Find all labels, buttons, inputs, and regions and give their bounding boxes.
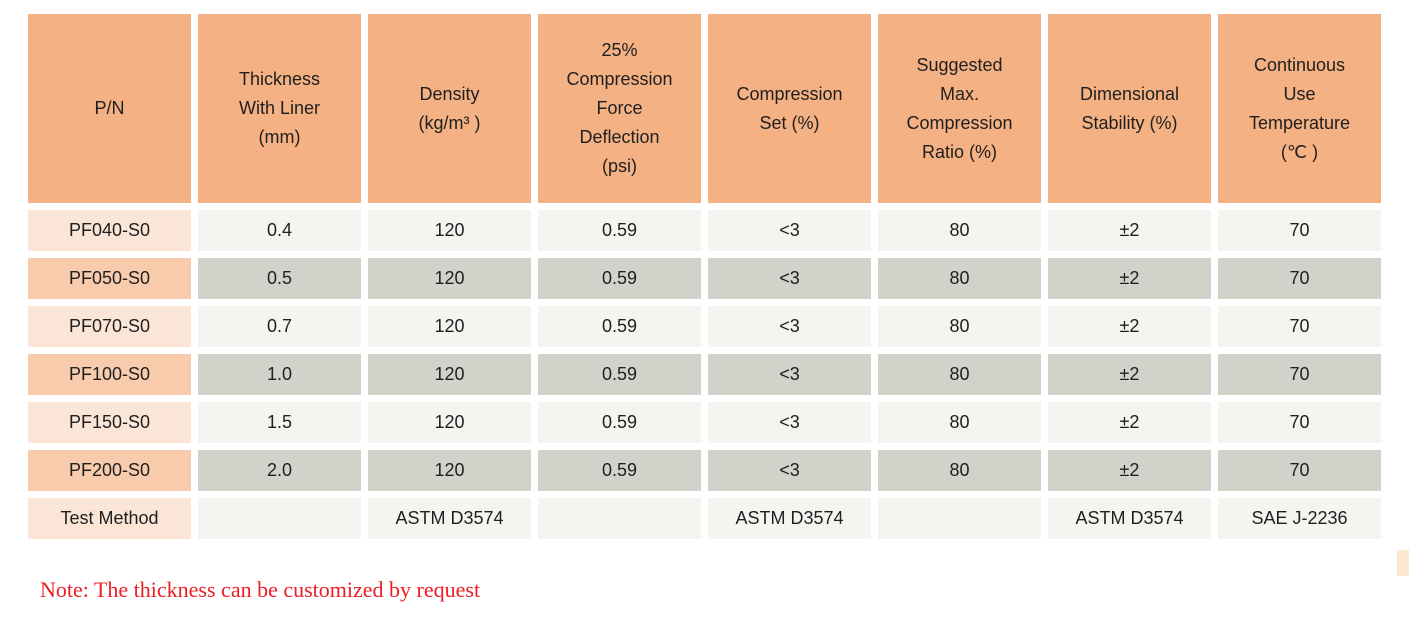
cell-dimensional-stability-test-method: ASTM D3574: [1048, 498, 1211, 539]
cell-cfd: 0.59: [538, 210, 701, 251]
pn-cell: PF050-S0: [28, 258, 191, 299]
test-method-label: Test Method: [28, 498, 191, 539]
cell-max-compression-ratio: 80: [878, 450, 1041, 491]
cell-density: 120: [368, 210, 531, 251]
pn-cell: PF100-S0: [28, 354, 191, 395]
pn-cell: PF070-S0: [28, 306, 191, 347]
cell-dimensional-stability: ±2: [1048, 354, 1211, 395]
cell-max-compression-ratio: 80: [878, 258, 1041, 299]
spec-table: P/N Thickness With Liner (mm) Density (k…: [21, 7, 1388, 546]
pn-cell: PF200-S0: [28, 450, 191, 491]
cell-cfd: 0.59: [538, 306, 701, 347]
column-header-density: Density (kg/m³ ): [368, 14, 531, 203]
cell-temperature: 70: [1218, 210, 1381, 251]
pn-cell: PF150-S0: [28, 402, 191, 443]
cell-dimensional-stability: ±2: [1048, 306, 1211, 347]
cell-max-compression-ratio: 80: [878, 210, 1041, 251]
cell-thickness: 0.4: [198, 210, 361, 251]
cell-dimensional-stability: ±2: [1048, 258, 1211, 299]
cell-compression-set: <3: [708, 354, 871, 395]
cell-max-compression-ratio: 80: [878, 354, 1041, 395]
column-header-dimensional-stability: Dimensional Stability (%): [1048, 14, 1211, 203]
cell-compression-set: <3: [708, 306, 871, 347]
table-row-pf100-s0: PF100-S0 1.0 120 0.59 <3 80 ±2 70: [28, 354, 1381, 395]
column-header-compression-force-deflection: 25% Compression Force Deflection (psi): [538, 14, 701, 203]
cell-cfd: 0.59: [538, 450, 701, 491]
header-row: P/N Thickness With Liner (mm) Density (k…: [28, 14, 1381, 203]
cell-density: 120: [368, 354, 531, 395]
cell-cfd: 0.59: [538, 258, 701, 299]
cell-density: 120: [368, 306, 531, 347]
column-header-pn: P/N: [28, 14, 191, 203]
cell-dimensional-stability: ±2: [1048, 402, 1211, 443]
cell-thickness-test-method: [198, 498, 361, 539]
pn-cell: PF040-S0: [28, 210, 191, 251]
cell-compression-set: <3: [708, 402, 871, 443]
cell-thickness: 0.7: [198, 306, 361, 347]
cell-density-test-method: ASTM D3574: [368, 498, 531, 539]
cell-compression-set: <3: [708, 450, 871, 491]
cell-thickness: 1.0: [198, 354, 361, 395]
cell-compression-set-test-method: ASTM D3574: [708, 498, 871, 539]
table-row-pf050-s0: PF050-S0 0.5 120 0.59 <3 80 ±2 70: [28, 258, 1381, 299]
cell-max-compression-ratio-test-method: [878, 498, 1041, 539]
table-row-test-method: Test Method ASTM D3574 ASTM D3574 ASTM D…: [28, 498, 1381, 539]
table-row-pf040-s0: PF040-S0 0.4 120 0.59 <3 80 ±2 70: [28, 210, 1381, 251]
cell-temperature: 70: [1218, 354, 1381, 395]
cell-density: 120: [368, 450, 531, 491]
cell-thickness: 0.5: [198, 258, 361, 299]
cell-thickness: 1.5: [198, 402, 361, 443]
column-header-max-compression-ratio: Suggested Max. Compression Ratio (%): [878, 14, 1041, 203]
note-text: Note: The thickness can be customized by…: [40, 577, 481, 602]
cell-cfd-test-method: [538, 498, 701, 539]
cell-thickness: 2.0: [198, 450, 361, 491]
page-edge-artifact: [1397, 550, 1409, 576]
cell-temperature: 70: [1218, 306, 1381, 347]
table-row-pf200-s0: PF200-S0 2.0 120 0.59 <3 80 ±2 70: [28, 450, 1381, 491]
cell-cfd: 0.59: [538, 354, 701, 395]
cell-density: 120: [368, 402, 531, 443]
cell-cfd: 0.59: [538, 402, 701, 443]
cell-density: 120: [368, 258, 531, 299]
cell-temperature: 70: [1218, 258, 1381, 299]
cell-max-compression-ratio: 80: [878, 402, 1041, 443]
table-row-pf070-s0: PF070-S0 0.7 120 0.59 <3 80 ±2 70: [28, 306, 1381, 347]
cell-temperature: 70: [1218, 402, 1381, 443]
cell-compression-set: <3: [708, 210, 871, 251]
column-header-thickness: Thickness With Liner (mm): [198, 14, 361, 203]
cell-temperature-test-method: SAE J-2236: [1218, 498, 1381, 539]
column-header-continuous-use-temperature: Continuous Use Temperature (℃ ): [1218, 14, 1381, 203]
cell-compression-set: <3: [708, 258, 871, 299]
cell-dimensional-stability: ±2: [1048, 210, 1211, 251]
cell-dimensional-stability: ±2: [1048, 450, 1211, 491]
table-row-pf150-s0: PF150-S0 1.5 120 0.59 <3 80 ±2 70: [28, 402, 1381, 443]
cell-max-compression-ratio: 80: [878, 306, 1041, 347]
cell-temperature: 70: [1218, 450, 1381, 491]
column-header-compression-set: Compression Set (%): [708, 14, 871, 203]
